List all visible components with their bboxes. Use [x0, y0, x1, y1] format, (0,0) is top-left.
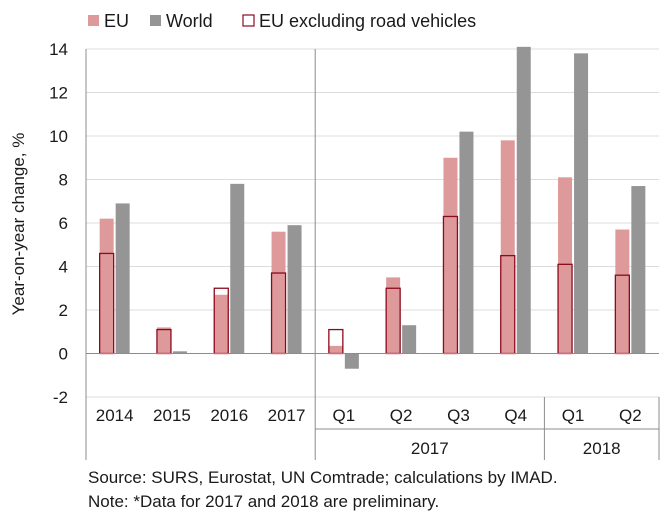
y-tick-label: 8 [59, 171, 68, 190]
bar-world [574, 53, 589, 354]
y-tick-label: 2 [59, 301, 68, 320]
y-tick-label: 12 [49, 84, 68, 103]
x-axis: 2014 2015 2016 2017 Q1 Q2 Q3 Q4 Q1 Q2 2017 2018 [85, 49, 660, 460]
bar-world [344, 353, 359, 369]
y-tick-label: 10 [49, 127, 68, 146]
bar-eu [271, 231, 286, 354]
legend-label-2: EU excluding road vehicles [259, 11, 476, 31]
y-axis-tick-labels: -2 0 2 4 6 8 10 12 14 [49, 40, 68, 407]
bar-world [631, 186, 646, 354]
source-note: Source: SURS, Eurostat, UN Comtrade; cal… [88, 468, 558, 487]
y-tick-label: 0 [59, 345, 68, 364]
x-tick-label: Q2 [619, 406, 642, 425]
bar-eu [500, 140, 515, 354]
bar-eu [615, 229, 630, 354]
x-tick-label: 2016 [210, 406, 248, 425]
y-tick-label: 4 [59, 258, 68, 277]
bar-eu [443, 157, 458, 354]
legend-swatch-2 [242, 14, 255, 27]
legend-swatch-1 [150, 15, 161, 26]
y-tick-label: 14 [49, 40, 68, 59]
chart-notes: Source: SURS, Eurostat, UN Comtrade; cal… [88, 466, 558, 514]
x-tick-label: Q1 [333, 406, 356, 425]
x-tick-label: Q2 [390, 406, 413, 425]
x-tick-label: Q4 [504, 406, 527, 425]
preliminary-note: Note: *Data for 2017 and 2018 are prelim… [88, 492, 440, 511]
legend-label-0: EU [104, 11, 129, 31]
x-tick-label: 2015 [153, 406, 191, 425]
bar-world [402, 325, 417, 354]
bar-world [459, 131, 474, 354]
legend-label-1: World [166, 11, 213, 31]
bar-world [230, 183, 245, 354]
bar-eu [156, 327, 171, 354]
x-tick-label: Q1 [562, 406, 585, 425]
y-tick-label: 6 [59, 214, 68, 233]
x-tick-label: 2017 [268, 406, 306, 425]
legend: EU World EU excluding road vehicles [88, 11, 476, 31]
bar-eu [99, 218, 114, 354]
bar-world [115, 203, 130, 354]
bar-world [516, 46, 531, 354]
legend-swatch-0 [88, 15, 99, 26]
x-group-label: 2017 [411, 439, 449, 458]
y-axis-label: Year-on-year change, % [9, 133, 28, 316]
x-tick-label: 2014 [96, 406, 134, 425]
bar-eu [328, 345, 343, 354]
bar-eu [386, 277, 401, 354]
bar-eu [558, 177, 573, 354]
bar-world [172, 351, 187, 354]
x-tick-label: Q3 [447, 406, 470, 425]
bar-eu [214, 294, 229, 354]
x-group-label: 2018 [583, 439, 621, 458]
y-gridlines [86, 48, 659, 398]
bar-world [287, 225, 302, 354]
bars [99, 46, 646, 369]
y-tick-label: -2 [53, 388, 68, 407]
